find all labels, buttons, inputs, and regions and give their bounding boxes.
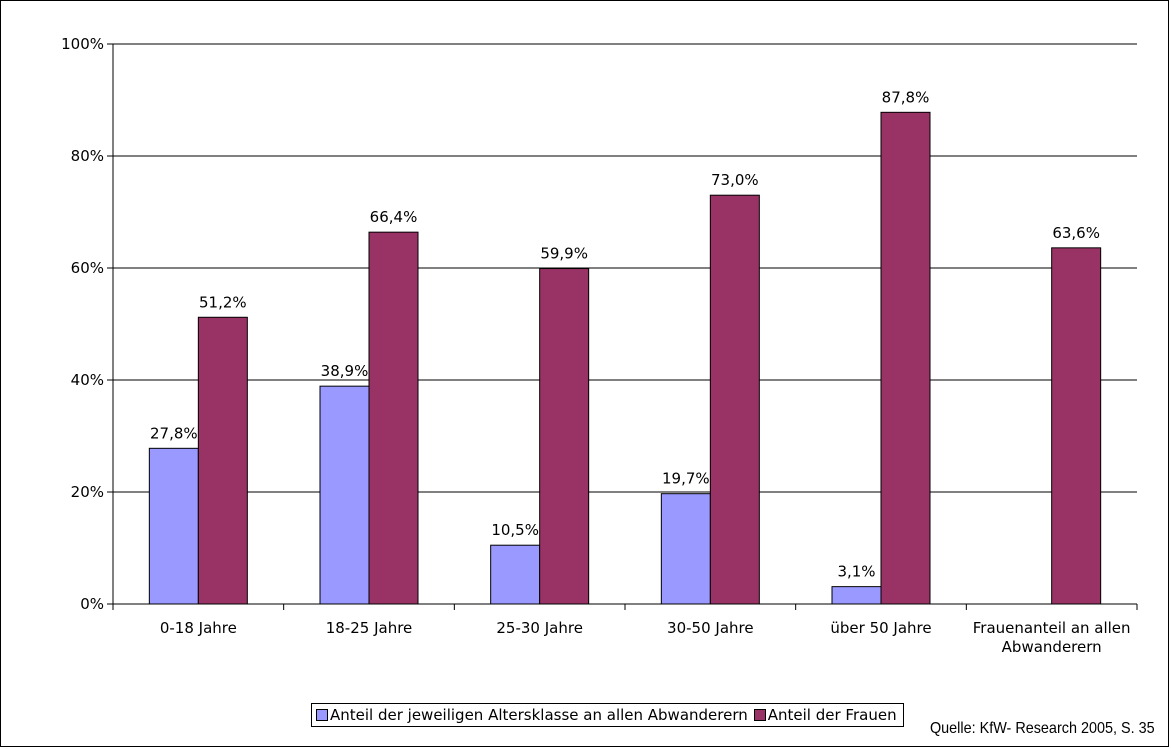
category-label: 25-30 Jahre [496,619,583,637]
bar-altersklasse [490,544,541,605]
category-label: 18-25 Jahre [326,619,413,637]
bar-frauen [539,268,590,605]
bar-frauen [197,316,248,605]
data-label-frauen: 59,9% [540,245,588,263]
y-tick-label: 80% [71,147,104,165]
legend-item-frauen: Anteil der Frauen [753,706,897,724]
legend-swatch-altersklasse [316,709,328,721]
y-tick-label: 40% [71,371,104,389]
data-label-frauen: 73,0% [711,171,759,189]
bar-frauen [880,111,931,605]
data-label-frauen: 51,2% [199,293,247,311]
legend: Anteil der jeweiligen Altersklasse an al… [311,703,904,727]
data-label-frauen: 87,8% [882,88,930,106]
legend-label-frauen: Anteil der Frauen [767,706,897,724]
legend-label-altersklasse: Anteil der jeweiligen Altersklasse an al… [330,706,748,724]
category-label: über 50 Jahre [830,619,931,637]
category-label: 30-50 Jahre [667,619,754,637]
bar-altersklasse [831,586,882,605]
y-tick-label: 60% [71,259,104,277]
legend-swatch-frauen [753,709,766,721]
bar-altersklasse [148,447,199,605]
bar-altersklasse [660,493,711,605]
category-label: 0-18 Jahre [160,619,237,637]
data-label-altersklasse: 3,1% [837,563,875,581]
bar-frauen [1051,247,1102,605]
data-label-altersklasse: 27,8% [150,424,198,442]
data-label-altersklasse: 10,5% [491,521,539,539]
source-note: Quelle: KfW- Research 2005, S. 35 [930,720,1155,737]
data-label-frauen: 66,4% [370,208,418,226]
bar-altersklasse [319,385,370,605]
bar-frauen [709,194,760,605]
y-tick-label: 100% [61,35,104,53]
category-label: Abwanderern [1002,638,1102,656]
data-label-altersklasse: 19,7% [662,470,710,488]
data-label-frauen: 63,6% [1052,224,1100,242]
bar-frauen [368,231,419,605]
y-tick-label: 0% [80,595,104,613]
legend-item-altersklasse: Anteil der jeweiligen Altersklasse an al… [316,706,748,724]
category-label: Frauenanteil an allen [973,619,1131,637]
data-label-altersklasse: 38,9% [321,362,369,380]
y-tick-label: 20% [71,483,104,501]
